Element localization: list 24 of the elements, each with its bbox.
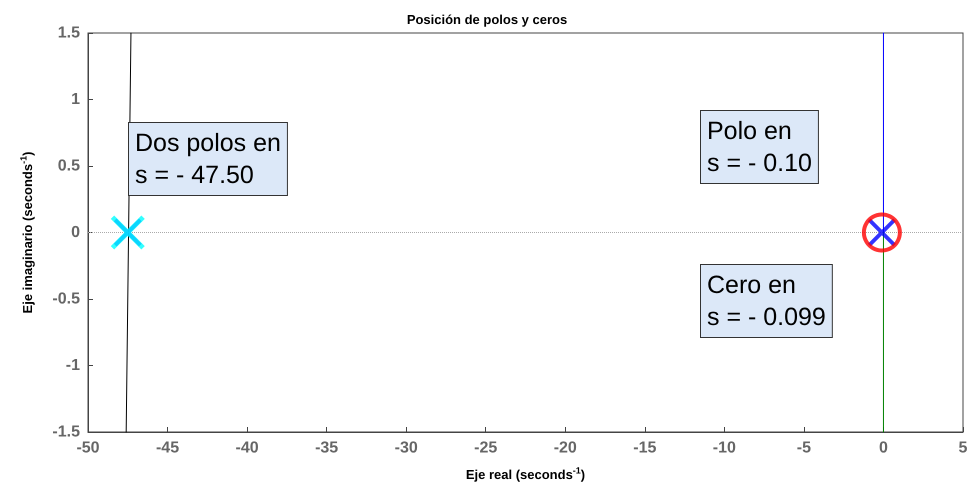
- x-tick-label: -10: [712, 440, 736, 456]
- x-tick-label: -35: [315, 440, 338, 456]
- y-tick-label: 1: [71, 91, 80, 108]
- annotation: Polo en s = - 0.10: [707, 117, 812, 177]
- x-tick-label: -25: [474, 440, 498, 456]
- x-tick-label: -15: [633, 440, 656, 456]
- x-tick-label: -45: [156, 440, 180, 456]
- annotation: Cero en s = - 0.099: [707, 271, 826, 331]
- chart-title: Posición de polos y ceros: [406, 12, 568, 27]
- x-tick-label: -20: [554, 440, 577, 456]
- y-tick-label: 0.5: [58, 158, 80, 174]
- y-tick-label: -0.5: [52, 290, 80, 308]
- x-tick-label: -50: [76, 440, 100, 456]
- y-tick-label: 1.5: [58, 24, 80, 42]
- y-tick-label: 0: [71, 224, 80, 241]
- annotation: Dos polos en s = - 47.50: [135, 129, 281, 189]
- x-tick-label: -30: [394, 440, 418, 456]
- x-tick-label: 0: [879, 440, 888, 456]
- y-axis-title: Eje imaginario (seconds-1): [18, 152, 35, 314]
- y-tick-label: -1: [66, 357, 80, 374]
- y-tick-label: -1.5: [52, 424, 80, 440]
- x-tick-label: -40: [236, 440, 259, 456]
- x-tick-label: -5: [796, 440, 812, 456]
- x-tick-label: 5: [958, 440, 968, 456]
